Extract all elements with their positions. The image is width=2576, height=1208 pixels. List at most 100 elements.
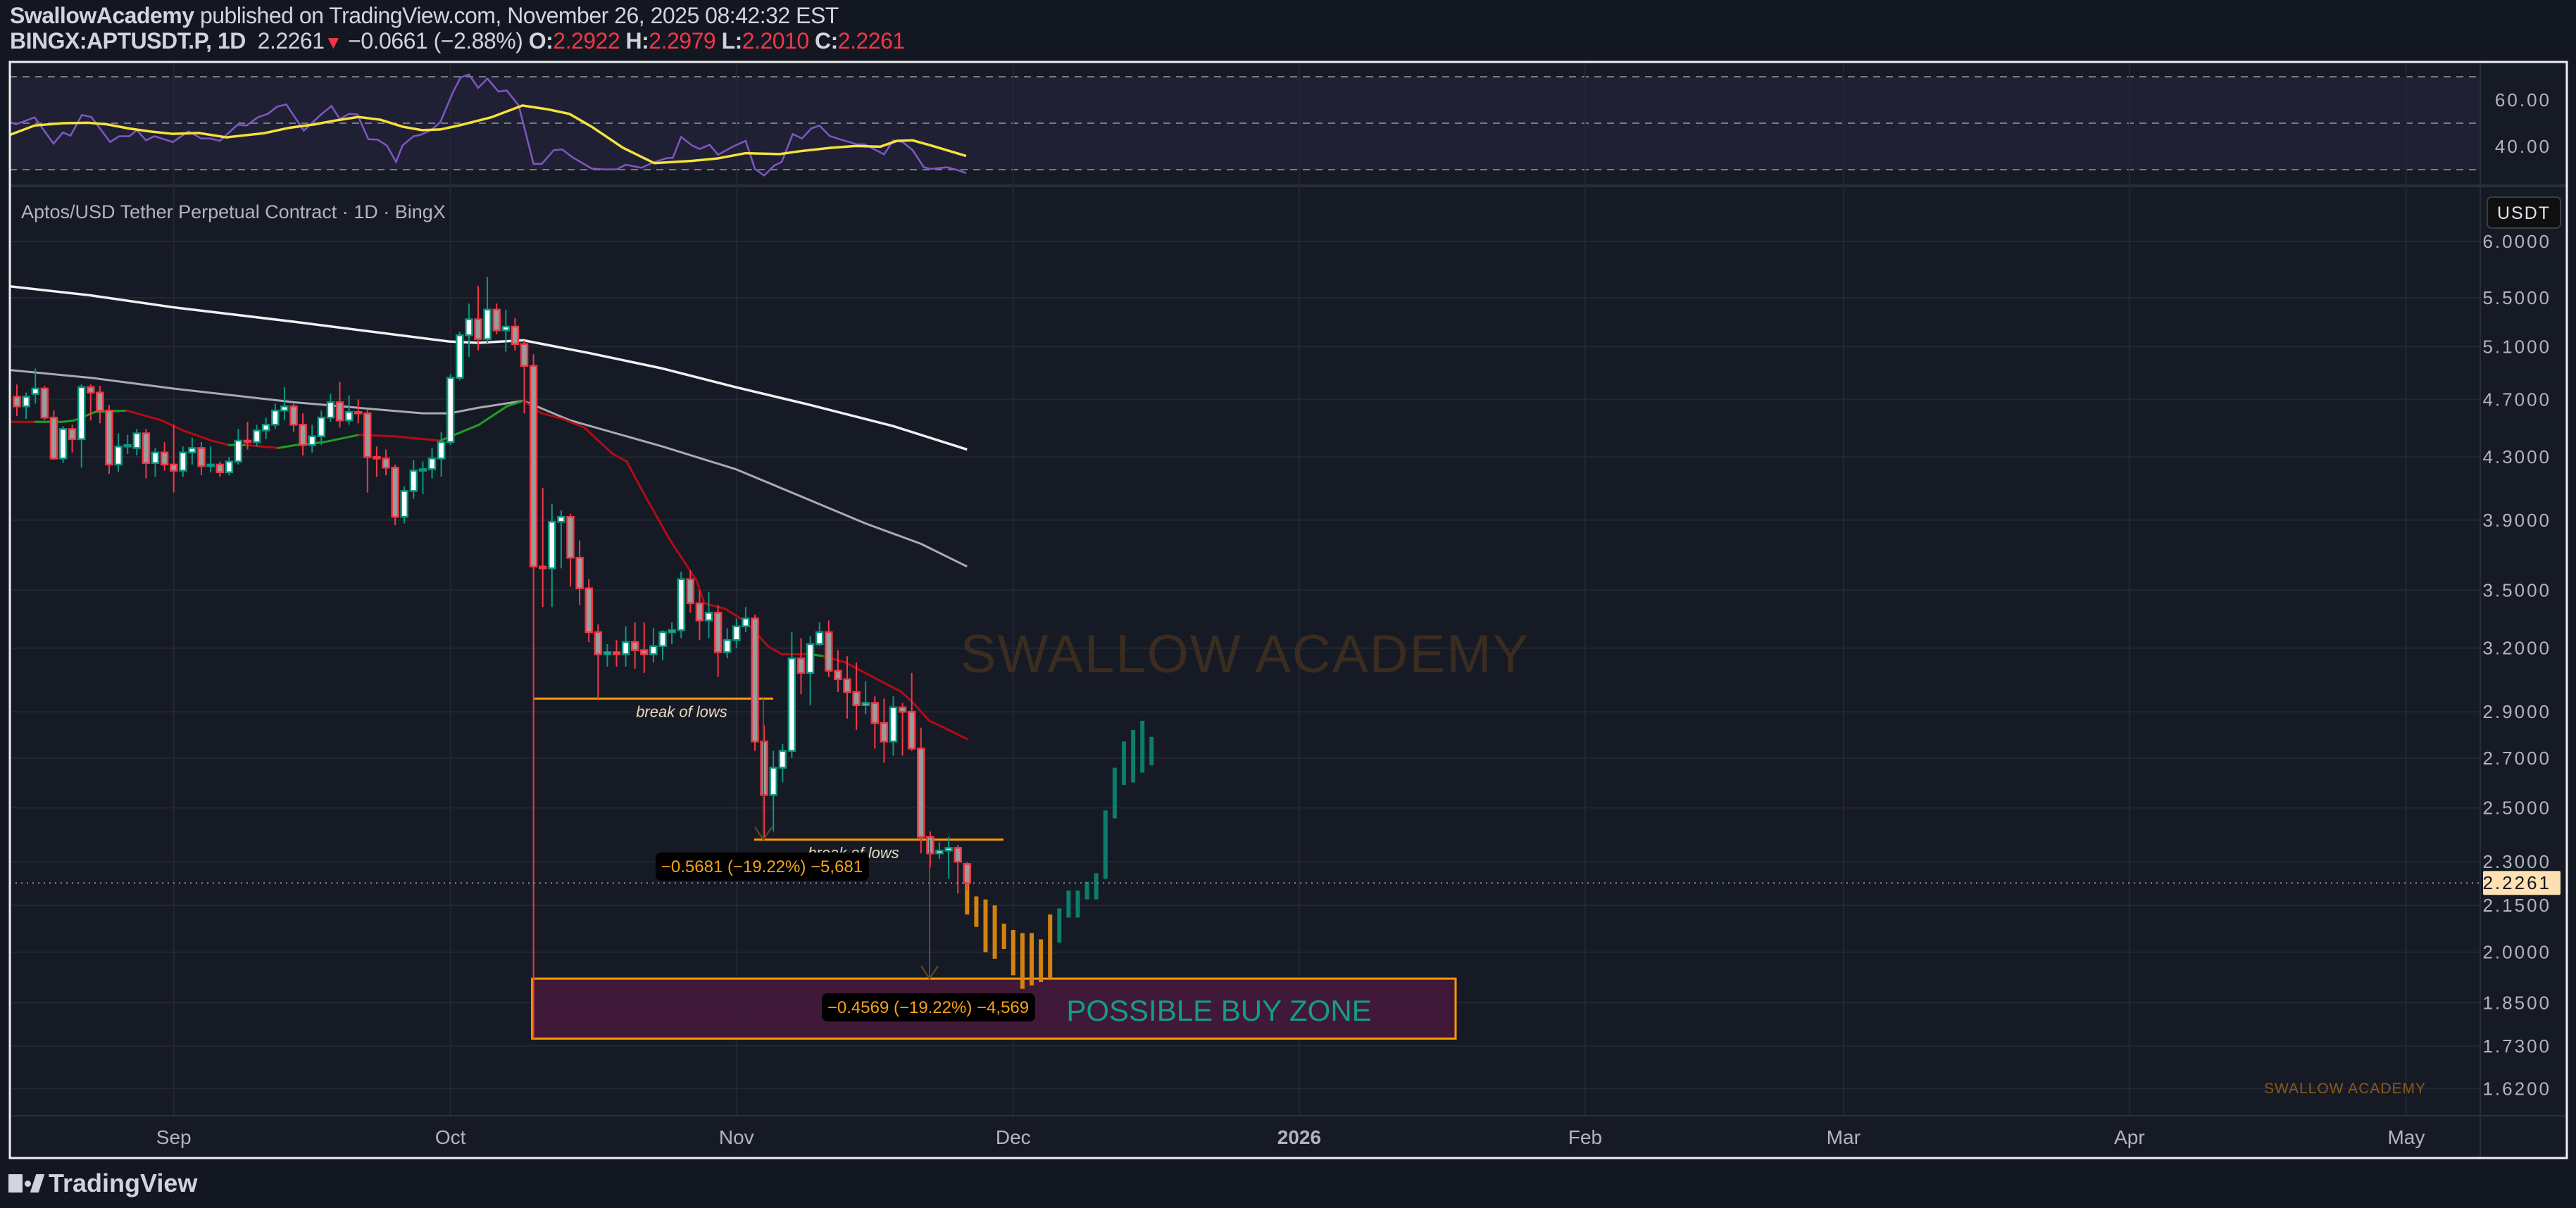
candle-body (437, 441, 446, 460)
open-label: O: (528, 28, 554, 54)
candle (658, 630, 667, 661)
candle (197, 442, 206, 476)
candle (695, 590, 704, 641)
candle (261, 417, 270, 439)
ma20-segment (182, 429, 213, 442)
arrow-down-icon (754, 826, 773, 841)
projection-bar (1066, 891, 1071, 918)
candle (474, 286, 482, 351)
projection-bar (1149, 736, 1154, 766)
projection-bar (1131, 729, 1136, 783)
ma20-segment (643, 493, 670, 540)
candle-body (954, 847, 962, 863)
candle-body (151, 451, 160, 464)
candle (787, 631, 796, 758)
candle (861, 681, 870, 715)
ma20-segment (125, 409, 163, 422)
candle (806, 636, 815, 705)
candle-body (640, 649, 649, 655)
candle-body (806, 643, 815, 674)
candle-body (142, 432, 151, 464)
tradingview-brand[interactable]: TradingView (8, 1169, 197, 1198)
candle (151, 448, 160, 477)
candle (308, 424, 316, 453)
candle (954, 845, 962, 894)
candle (132, 429, 142, 456)
ma20-segment (323, 434, 361, 443)
candle (880, 698, 889, 763)
candle (215, 461, 224, 477)
candle-body (400, 490, 408, 518)
ma20-segment (766, 645, 783, 655)
price-tick-label: 5.5000 (2482, 287, 2551, 308)
candle-body (594, 631, 603, 655)
candle (271, 403, 280, 429)
candle-body (658, 631, 667, 648)
candle-body (787, 657, 796, 752)
candle (382, 449, 390, 476)
candle (603, 643, 612, 667)
chart-background (10, 62, 2567, 1158)
candle-body (68, 428, 77, 441)
candle-body (704, 612, 713, 622)
candle (723, 628, 732, 659)
ma20-segment (625, 460, 646, 496)
candle-body (778, 750, 787, 769)
ma20-segment (210, 439, 230, 446)
chart-title: Aptos/USD Tether Perpetual Contract · 1D… (21, 201, 446, 222)
candle-body (169, 463, 178, 472)
price-tick-label: 6.0000 (2482, 231, 2551, 252)
candle (594, 624, 603, 699)
candle-body (13, 396, 21, 408)
candle-body (87, 386, 95, 394)
candle-body (917, 748, 925, 838)
price-tick-label: 4.7000 (2482, 389, 2551, 410)
candle (373, 446, 381, 477)
candle-body (354, 410, 363, 415)
candle (188, 437, 196, 465)
candle (520, 340, 529, 414)
candle (96, 386, 104, 424)
ma20-segment (393, 435, 442, 442)
candle (409, 460, 418, 499)
candle-body (280, 405, 289, 412)
rsi-line (10, 73, 967, 177)
currency-button[interactable] (2487, 196, 2561, 229)
candle-body (732, 625, 741, 641)
close-value: 2.2261 (837, 28, 905, 54)
candle (760, 725, 768, 840)
candle-body (612, 651, 621, 655)
price-tick-label: 3.5000 (2482, 579, 2551, 600)
candle (142, 429, 151, 479)
rsi-indicator (10, 73, 967, 177)
break-of-lows-label: break of lows (636, 703, 727, 720)
candle (686, 570, 695, 613)
candle (13, 384, 21, 417)
candle-body (409, 470, 418, 492)
candle-body (492, 308, 501, 332)
candle (114, 433, 123, 472)
candle-body (215, 463, 224, 474)
candle-body (649, 645, 658, 655)
currency-button-label[interactable]: USDT (2497, 203, 2551, 223)
price-tick-label: 1.8500 (2482, 992, 2551, 1013)
candle (22, 392, 30, 420)
candle-body (677, 578, 685, 631)
time-tick-label: May (2387, 1126, 2425, 1148)
author-name[interactable]: SwallowAcademy (10, 3, 194, 28)
ma20-segment (506, 399, 525, 408)
candle-body (335, 401, 344, 422)
candle (575, 540, 584, 605)
candle (907, 672, 916, 751)
ma20-segment (844, 661, 875, 679)
candle-body (825, 631, 833, 672)
candle-body (575, 557, 584, 589)
price-tick-label: 2.9000 (2482, 701, 2551, 722)
candle-body (123, 443, 132, 448)
candle-body (289, 405, 298, 426)
candle (483, 277, 492, 343)
candle (769, 750, 777, 832)
candle-body (501, 325, 511, 332)
